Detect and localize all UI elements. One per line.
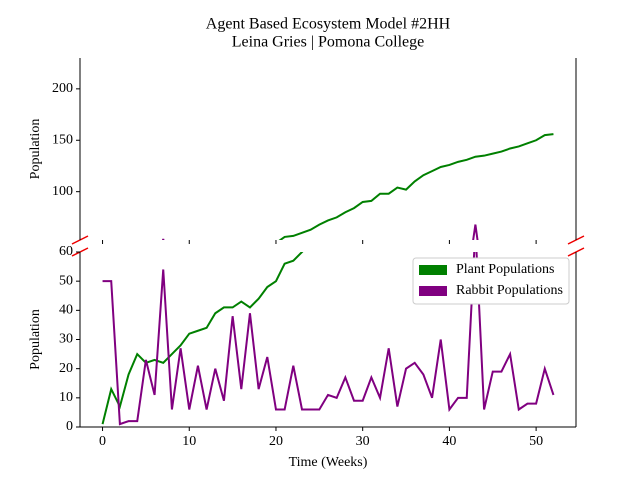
chart-subtitle: Leina Gries | Pomona College [232, 34, 425, 51]
y-tick-label: 50 [59, 273, 73, 288]
y-tick-label: 40 [59, 303, 73, 318]
y-axis-label: Population [28, 309, 43, 370]
x-tick-label: 20 [269, 434, 283, 449]
y-tick-label: 200 [52, 81, 73, 96]
y-axis-label: Population [28, 119, 43, 180]
axis-break [71, 235, 585, 257]
legend: Plant Populations Rabbit Populations [412, 257, 570, 305]
y-tick-label: 30 [59, 332, 73, 347]
y-tick-label: 10 [59, 390, 73, 405]
legend-frame [412, 257, 570, 305]
x-tick-label: 0 [99, 434, 106, 449]
y-tick-label: 20 [59, 361, 73, 376]
legend-swatch [419, 286, 447, 296]
series-line [278, 133, 554, 240]
legend-swatch [419, 265, 447, 275]
chart-title: Agent Based Ecosystem Model #2HH [206, 16, 451, 33]
y-tick-label: 100 [52, 184, 73, 199]
x-axis-label: Time (Weeks) [289, 455, 368, 470]
x-tick-label: 30 [356, 434, 370, 449]
y-tick-label: 150 [52, 132, 73, 147]
y-tick-label: 0 [66, 419, 73, 434]
x-tick-label: 10 [182, 434, 196, 449]
legend-label: Plant Populations [456, 262, 554, 277]
legend-label: Rabbit Populations [456, 283, 563, 298]
y-tick-label: 60 [59, 244, 73, 259]
x-tick-label: 40 [442, 434, 456, 449]
x-tick-label: 50 [529, 434, 543, 449]
series-line [101, 252, 304, 425]
